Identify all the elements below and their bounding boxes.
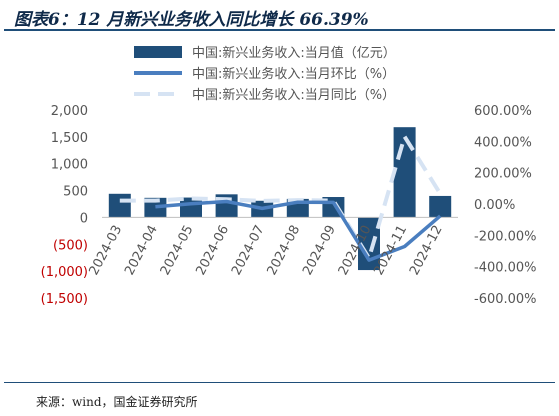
left-tick-label: (1,000): [41, 265, 88, 280]
x-tick-label: 2024-06: [193, 223, 232, 278]
right-tick-label: -400.00%: [474, 261, 537, 276]
mom-line: [155, 199, 442, 262]
bar-2024-03: [108, 193, 131, 218]
right-tick-label: 0.00%: [474, 198, 515, 213]
legend-label-yoy: 中国:新兴业务收入:当月同比（%）: [192, 87, 395, 103]
right-tick-label: 200.00%: [474, 167, 532, 182]
bar-2024-04: [144, 197, 167, 218]
left-tick-label: (1,500): [41, 292, 88, 307]
right-tick-label: 600.00%: [474, 104, 532, 119]
right-tick-label: 400.00%: [474, 135, 532, 150]
bar-2024-12: [429, 195, 452, 218]
yoy-line: [119, 134, 442, 261]
left-tick-label: 2,000: [51, 104, 88, 119]
source-rule: [4, 382, 555, 383]
left-tick-label: (500): [53, 238, 88, 253]
figure-title: 图表6：12 月新兴业务收入同比增长 66.39%: [14, 10, 369, 30]
left-tick-label: 0: [80, 211, 88, 226]
legend-label-bar: 中国:新兴业务收入:当月值（亿元）: [192, 45, 396, 61]
left-tick-label: 500: [63, 185, 88, 200]
x-tick-label: 2024-04: [122, 223, 161, 278]
left-y-axis: 2,000 1,500 1,000 500 0 (500) (1,000) (1,500): [41, 104, 88, 307]
right-y-axis: 600.00% 400.00% 200.00% 0.00% -200.00% -400.0…: [474, 104, 537, 307]
x-tick-label: 2024-03: [87, 223, 126, 278]
bar-series: [108, 127, 452, 271]
title-rule: [4, 29, 555, 31]
legend-swatch-bar: [134, 46, 182, 58]
right-tick-label: -200.00%: [474, 229, 537, 244]
right-tick-label: -600.00%: [474, 292, 537, 307]
combo-chart: 中国:新兴业务收入:当月值（亿元） 中国:新兴业务收入:当月环比（%） 中国:新兴业…: [41, 45, 537, 307]
x-tick-label: 2024-07: [229, 223, 268, 278]
x-tick-label: 2024-05: [158, 223, 197, 278]
bar-2024-11: [393, 127, 416, 218]
x-tick-label: 2024-09: [300, 223, 339, 278]
left-tick-label: 1,500: [51, 131, 88, 146]
line-series: [119, 134, 442, 262]
x-axis: 2024-032024-042024-052024-062024-072024-…: [87, 223, 446, 278]
legend-label-mom: 中国:新兴业务收入:当月环比（%）: [192, 66, 395, 82]
chart-legend: 中国:新兴业务收入:当月值（亿元） 中国:新兴业务收入:当月环比（%） 中国:新兴业…: [134, 45, 396, 103]
x-tick-label: 2024-12: [407, 223, 446, 278]
source-note: 来源：wind，国金证券研究所: [36, 395, 198, 409]
x-tick-label: 2024-08: [265, 223, 304, 278]
left-tick-label: 1,000: [51, 158, 88, 173]
